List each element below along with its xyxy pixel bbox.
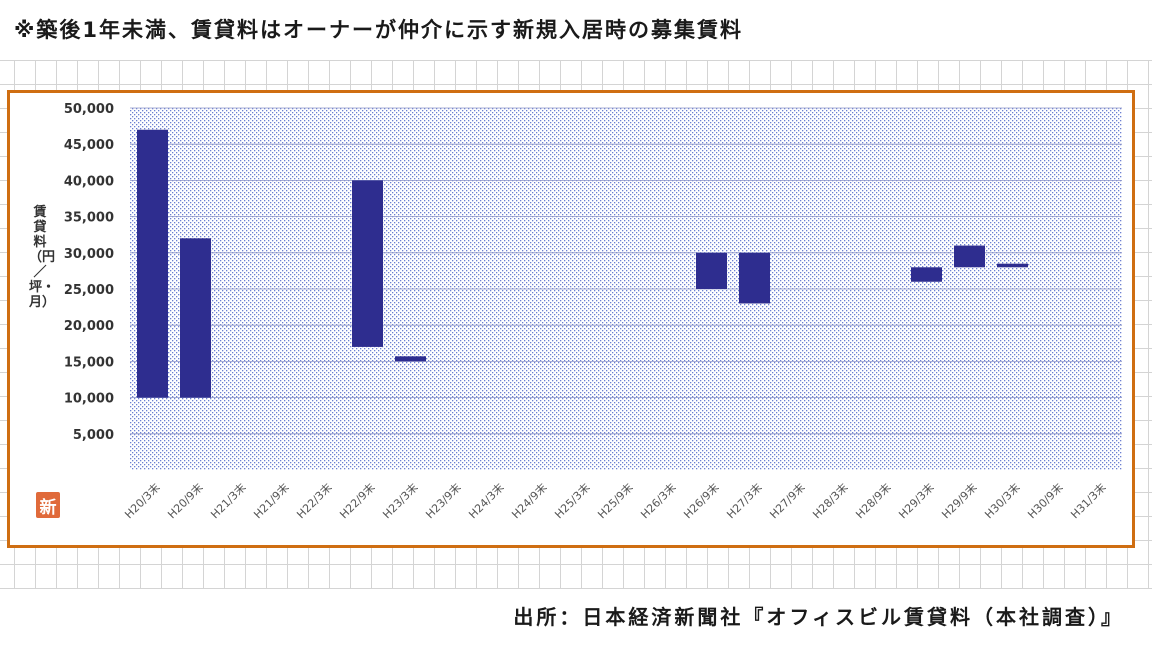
source-citation: 出所：日本経済新聞社『オフィスビル賃貸料（本社調査）』 — [513, 605, 1124, 629]
x-tick-label: H26/9末 — [681, 480, 722, 521]
x-tick-label: H29/9末 — [939, 480, 980, 521]
y-tick-label: 50,000 — [64, 102, 114, 117]
header-band — [0, 0, 1152, 61]
y-axis-label: 賃貸料（円／坪・月） — [29, 205, 56, 310]
range-bar — [696, 252, 727, 289]
range-bar — [997, 263, 1028, 268]
x-tick-label: H22/3末 — [294, 480, 335, 521]
y-tick-label: 15,000 — [64, 355, 114, 370]
x-tick-label: H28/3末 — [810, 480, 851, 521]
range-bar — [954, 245, 985, 268]
x-tick-label: H30/9末 — [1025, 480, 1066, 521]
x-tick-label: H25/3末 — [552, 480, 593, 521]
x-tick-label: H29/3末 — [896, 480, 937, 521]
y-axis-ticks: 5,000 10,000 15,000 20,000 25,000 30,000 35,00… — [64, 102, 114, 443]
y-tick-label: 10,000 — [64, 392, 114, 407]
x-tick-label: H23/9末 — [423, 480, 464, 521]
x-tick-label: H25/9末 — [595, 480, 636, 521]
y-tick-label: 45,000 — [64, 138, 114, 153]
y-tick-label: 20,000 — [64, 319, 114, 334]
chart-note: ※築後1年未満、賃貸料はオーナーが仲介に示す新規入居時の募集賃料 — [14, 18, 744, 42]
y-tick-label: 5,000 — [73, 428, 114, 443]
x-tick-label: H24/3末 — [466, 480, 507, 521]
x-tick-label: H24/9末 — [509, 480, 550, 521]
x-tick-label: H26/3末 — [638, 480, 679, 521]
range-bar — [137, 129, 168, 398]
x-tick-label: H23/3末 — [380, 480, 421, 521]
y-tick-label: 25,000 — [64, 283, 114, 298]
range-bar — [911, 267, 942, 282]
footer-band — [0, 588, 1152, 649]
x-tick-label: H28/9末 — [853, 480, 894, 521]
range-bars — [137, 129, 1028, 398]
x-tick-label: H22/9末 — [337, 480, 378, 521]
y-tick-label: 35,000 — [64, 211, 114, 226]
new-badge-icon: 新 — [36, 492, 60, 518]
x-tick-label: H21/3末 — [208, 480, 249, 521]
x-tick-label: H31/3末 — [1068, 480, 1109, 521]
x-tick-label: H27/3末 — [724, 480, 765, 521]
y-tick-label: 30,000 — [64, 247, 114, 262]
gridlines — [130, 107, 1122, 435]
x-tick-label: H20/9末 — [165, 480, 206, 521]
range-bar — [739, 252, 770, 304]
x-tick-label: H30/3末 — [982, 480, 1023, 521]
x-axis-ticks: H20/3末 H20/9末 H21/3末 H21/9末 H22/3末 H22/9末 H23/… — [122, 480, 1109, 521]
range-bar — [352, 180, 383, 347]
x-tick-label: H21/9末 — [251, 480, 292, 521]
range-bar — [395, 356, 426, 362]
x-tick-label: H27/9末 — [767, 480, 808, 521]
y-tick-label: 40,000 — [64, 174, 114, 189]
x-tick-label: H20/3末 — [122, 480, 163, 521]
range-bar — [180, 238, 211, 398]
